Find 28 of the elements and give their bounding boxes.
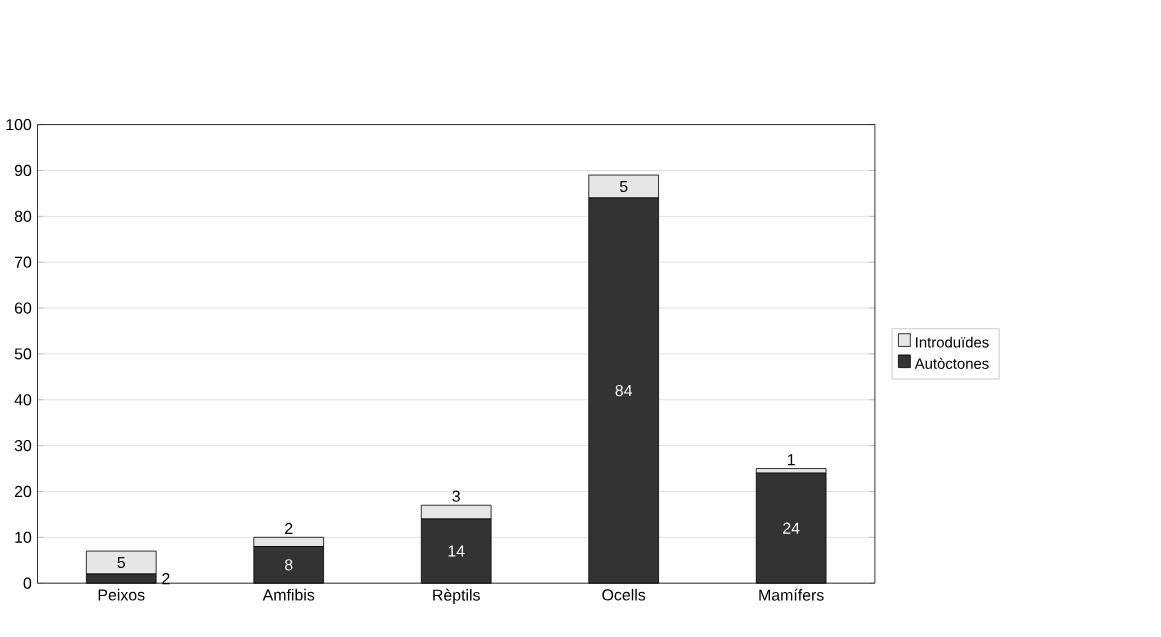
y-tick-label: 80 (14, 210, 32, 222)
x-tick-label: Rèptils (433, 588, 480, 604)
x-tick-label: Amfibis (262, 588, 315, 601)
y-tick-label: 10 (15, 531, 32, 543)
data-label: 1 (787, 454, 795, 466)
y-tick-label: 50 (14, 348, 32, 360)
data-label: 2 (285, 522, 293, 534)
x-tick-label: Peixos (98, 588, 145, 601)
y-tick-label: 100 (6, 118, 32, 131)
y-tick-label: 20 (14, 485, 32, 498)
y-tick-label: 0 (23, 577, 32, 589)
x-tick-label: Mamífers (759, 588, 824, 601)
data-label: 3 (452, 490, 460, 502)
legend-label: Introduïdes (916, 336, 989, 348)
data-label: 8 (284, 559, 293, 571)
data-label: 5 (619, 180, 628, 193)
data-label: 84 (615, 384, 633, 397)
y-tick-label: 70 (14, 256, 32, 268)
data-label: 2 (162, 573, 170, 585)
y-tick-label: 30 (14, 439, 32, 452)
data-label: 14 (448, 545, 465, 557)
x-tick-label: Ocells (602, 588, 646, 601)
data-label: 24 (783, 522, 800, 534)
data-label: 5 (117, 557, 125, 569)
legend-label: Autòctones (914, 357, 989, 369)
y-tick-label: 90 (14, 164, 32, 177)
y-tick-label: 40 (14, 394, 32, 406)
y-tick-label: 60 (14, 302, 32, 314)
